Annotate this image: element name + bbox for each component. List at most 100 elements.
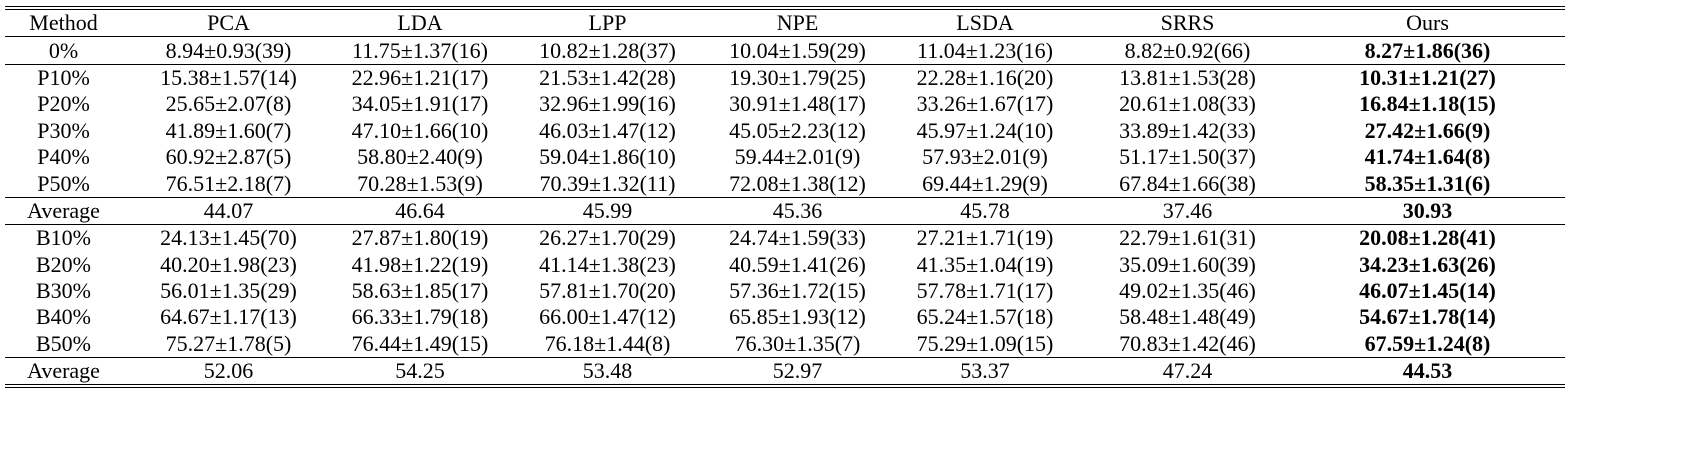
cell: 49.02±1.35(46) <box>1119 278 1256 304</box>
row-label: B10% <box>5 224 122 252</box>
cell: 32.96±1.99(16) <box>539 91 676 117</box>
cell: 33.89±1.42(33) <box>1119 117 1256 143</box>
cell: 8.82±0.92(66) <box>1085 36 1290 65</box>
data-row: P50% 76.51±2.18(7) 70.28±1.53(9) 70.39±1.32… <box>5 170 1565 197</box>
table-container: Method PCA LDA LPP NPE LSDA SRRS Ours 0% 8.94±0.9… <box>5 6 1565 389</box>
cell: 76.18±1.44(8) <box>544 330 671 356</box>
cell: 56.01±1.35(29) <box>160 278 297 304</box>
cell: 27.87±1.80(19) <box>335 224 505 252</box>
row-label: B20% <box>36 251 91 277</box>
cell: 76.30±1.35(7) <box>734 330 861 356</box>
cell: 70.28±1.53(9) <box>357 170 483 196</box>
cell: 59.04±1.86(10) <box>539 144 676 170</box>
cell: 45.97±1.24(10) <box>916 117 1054 143</box>
header-cell: LDA <box>397 10 443 36</box>
cell: 33.26±1.67(17) <box>916 91 1054 117</box>
cell: 30.91±1.48(17) <box>729 91 866 117</box>
header-cell: Method <box>29 10 98 36</box>
cell: 58.48±1.48(49) <box>1119 304 1256 330</box>
row-label: 0% <box>5 36 122 65</box>
cell: 11.75±1.37(16) <box>335 36 505 65</box>
cell: 46.64 <box>335 196 505 225</box>
data-row: B10% 24.13±1.45(70) 27.87±1.80(19) 26.27±1.… <box>5 224 1565 252</box>
cell: 40.20±1.98(23) <box>160 251 297 277</box>
header-cell: PCA <box>207 10 250 36</box>
cell: 13.81±1.53(28) <box>1085 63 1290 92</box>
cell: 70.83±1.42(46) <box>1119 330 1256 356</box>
header-cell: LPP <box>588 10 627 36</box>
cell: 57.93±2.01(9) <box>922 144 1048 170</box>
cell: 64.67±1.17(13) <box>160 304 297 330</box>
cell: 41.14±1.38(23) <box>539 251 676 277</box>
cell: 24.74±1.59(33) <box>710 224 885 252</box>
cell: 57.81±1.70(20) <box>539 278 676 304</box>
data-row: P10% 15.38±1.57(14) 22.96±1.21(17) 21.53±1.… <box>5 63 1565 92</box>
row-label: B30% <box>36 278 91 304</box>
cell: 75.29±1.09(15) <box>916 330 1054 356</box>
cell: 65.85±1.93(12) <box>729 304 866 330</box>
cell: 76.51±2.18(7) <box>165 170 292 196</box>
data-row: Average 52.06 54.25 53.48 52.97 53.37 47.24 44.… <box>5 357 1565 387</box>
results-table: Method PCA LDA LPP NPE LSDA SRRS Ours 0% 8.94±0.9… <box>5 6 1565 389</box>
cell: 10.04±1.59(29) <box>710 36 885 65</box>
cell: 22.28±1.16(20) <box>885 63 1085 92</box>
cell: 75.27±1.78(5) <box>165 330 292 356</box>
row-label: B40% <box>36 304 91 330</box>
cell: 22.79±1.61(31) <box>1085 224 1290 252</box>
cell: 11.04±1.23(16) <box>885 36 1085 65</box>
data-row: 0% 8.94±0.93(39) 11.75±1.37(16) 10.82±1.28(… <box>5 36 1565 65</box>
header-row: Method PCA LDA LPP NPE LSDA SRRS Ours <box>5 8 1565 37</box>
cell: 45.99 <box>505 196 710 225</box>
cell: 45.36 <box>710 196 885 225</box>
cell: 37.46 <box>1085 196 1290 225</box>
data-row: P20% 25.65±2.07(8) 34.05±1.91(17) 32.96±1.9… <box>5 91 1565 117</box>
data-row: B50% 75.27±1.78(5) 76.44±1.49(15) 76.18±1.4… <box>5 331 1565 358</box>
cell: 76.44±1.49(15) <box>351 330 489 356</box>
cell: 66.00±1.47(12) <box>539 304 676 330</box>
cell: 58.35±1.31(6) <box>1364 170 1491 196</box>
cell: 20.61±1.08(33) <box>1119 91 1256 117</box>
data-row: P40% 60.92±2.87(5) 58.80±2.40(9) 59.04±1.86… <box>5 144 1565 170</box>
cell: 46.03±1.47(12) <box>539 117 676 143</box>
cell: 27.21±1.71(19) <box>885 224 1085 252</box>
cell: 15.38±1.57(14) <box>122 63 335 92</box>
cell: 45.05±2.23(12) <box>729 117 866 143</box>
cell: 72.08±1.38(12) <box>729 170 866 196</box>
data-row: B30% 56.01±1.35(29) 58.63±1.85(17) 57.81±1.… <box>5 278 1565 304</box>
cell: 10.82±1.28(37) <box>505 36 710 65</box>
cell: 67.59±1.24(8) <box>1364 330 1491 356</box>
cell: 51.17±1.50(37) <box>1119 144 1256 170</box>
cell: 47.24 <box>1085 357 1290 387</box>
row-label: P50% <box>37 170 90 196</box>
cell: 8.94±0.93(39) <box>122 36 335 65</box>
cell: 25.65±2.07(8) <box>165 91 292 117</box>
cell: 22.96±1.21(17) <box>335 63 505 92</box>
row-label: P30% <box>37 117 90 143</box>
cell: 70.39±1.32(11) <box>539 170 676 196</box>
header-cell: NPE <box>776 10 819 36</box>
header-cell: SRRS <box>1160 10 1215 36</box>
cell: 69.44±1.29(9) <box>922 170 1048 196</box>
cell: 52.97 <box>710 357 885 387</box>
cell: 20.08±1.28(41) <box>1290 224 1565 252</box>
cell: 41.74±1.64(8) <box>1364 144 1491 170</box>
header-cell: Ours <box>1406 10 1449 36</box>
data-row: B20% 40.20±1.98(23) 41.98±1.22(19) 41.14±1.… <box>5 252 1565 278</box>
cell: 34.23±1.63(26) <box>1359 251 1496 277</box>
cell: 53.37 <box>885 357 1085 387</box>
cell: 8.27±1.86(36) <box>1290 36 1565 65</box>
row-label: P40% <box>37 144 90 170</box>
cell: 41.98±1.22(19) <box>351 251 489 277</box>
cell: 57.36±1.72(15) <box>729 278 866 304</box>
data-row: Average 44.07 46.64 45.99 45.36 45.78 37.46 30.… <box>5 196 1565 225</box>
cell: 40.59±1.41(26) <box>729 251 866 277</box>
cell: 52.06 <box>122 357 335 387</box>
cell: 41.35±1.04(19) <box>916 251 1054 277</box>
cell: 16.84±1.18(15) <box>1359 91 1496 117</box>
cell: 44.07 <box>122 196 335 225</box>
cell: 57.78±1.71(17) <box>916 278 1054 304</box>
row-label: Average <box>5 357 122 387</box>
cell: 65.24±1.57(18) <box>916 304 1054 330</box>
cell: 46.07±1.45(14) <box>1359 278 1496 304</box>
